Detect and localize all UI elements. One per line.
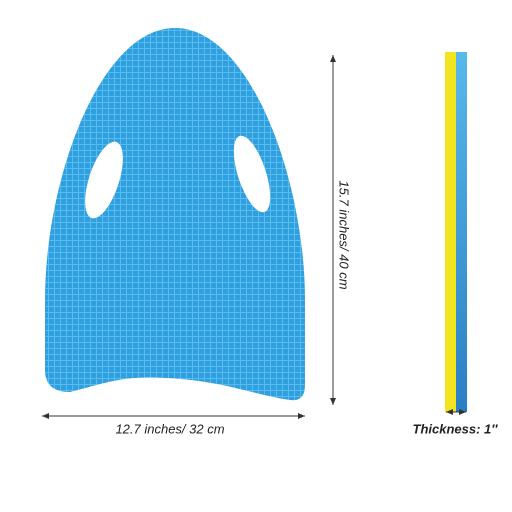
blue-layer: [456, 52, 467, 412]
thickness-label: Thickness: 1″: [413, 421, 499, 436]
right-handle: [233, 135, 271, 213]
kickboard: [45, 28, 305, 401]
height-label: 15.7 inches/ 40 cm: [337, 180, 352, 289]
width-label: 12.7 inches/ 32 cm: [115, 421, 224, 436]
left-handle: [85, 141, 123, 219]
yellow-layer: [445, 52, 456, 412]
